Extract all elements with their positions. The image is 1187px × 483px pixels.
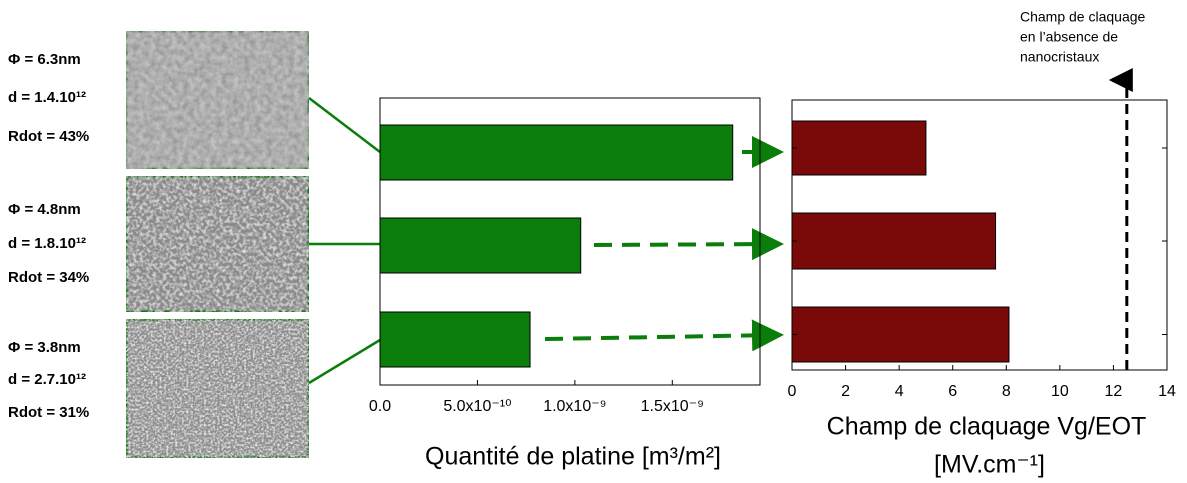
sample-label: d = 1.8.10¹²	[8, 235, 86, 252]
x-tick-label: 6	[948, 383, 957, 400]
sem-image	[124, 29, 311, 171]
x-tick-label: 8	[1002, 383, 1011, 400]
annotation: en l’absence de	[1020, 29, 1118, 45]
arrow	[593, 228, 784, 261]
x-tick-label: 5.0x10⁻¹⁰	[443, 398, 511, 415]
x-tick-label: 4	[895, 383, 904, 400]
x-tick-label: 10	[1051, 383, 1069, 400]
connectors	[308, 97, 381, 385]
x-tick-label: 1.5x10⁻⁹	[641, 398, 704, 415]
sample-label: Rdot = 43%	[8, 128, 89, 145]
arrow	[544, 319, 784, 352]
x-tick-label: 14	[1158, 383, 1176, 400]
connector	[308, 97, 381, 153]
bar	[791, 212, 997, 270]
bar	[379, 217, 582, 274]
sample-label: Φ = 3.8nm	[8, 339, 81, 356]
annotation: Champ de claquage	[1020, 9, 1146, 25]
sample-label: d = 1.4.10¹²	[8, 89, 86, 106]
x-tick-label: 2	[841, 383, 850, 400]
arrows	[544, 136, 784, 352]
x-tick-label: 1.0x10⁻⁹	[543, 398, 606, 415]
sample-label: Φ = 4.8nm	[8, 201, 81, 218]
connector	[308, 338, 381, 385]
sample-label: Φ = 6.3nm	[8, 51, 81, 68]
x-tick-label: 0.0	[369, 398, 391, 415]
sample-label: d = 2.7.10¹²	[8, 371, 86, 388]
x-axis-label: Champ de claquage Vg/EOT	[827, 413, 1147, 441]
sample-label: Rdot = 31%	[8, 404, 89, 421]
bar	[791, 306, 1010, 363]
sem-images	[124, 29, 311, 460]
x-tick-label: 12	[1105, 383, 1123, 400]
sample-label: Rdot = 34%	[8, 269, 89, 286]
x-axis-unit: [MV.cm⁻¹]	[934, 451, 1045, 479]
x-axis-label: Quantité de platine [m³/m²]	[425, 443, 721, 471]
bar	[379, 124, 734, 181]
bar	[379, 311, 531, 368]
x-tick-label: 0	[788, 383, 797, 400]
annotation: nanocristaux	[1020, 49, 1099, 65]
sem-image	[124, 174, 311, 314]
bar	[791, 120, 927, 176]
sem-image	[124, 317, 311, 460]
